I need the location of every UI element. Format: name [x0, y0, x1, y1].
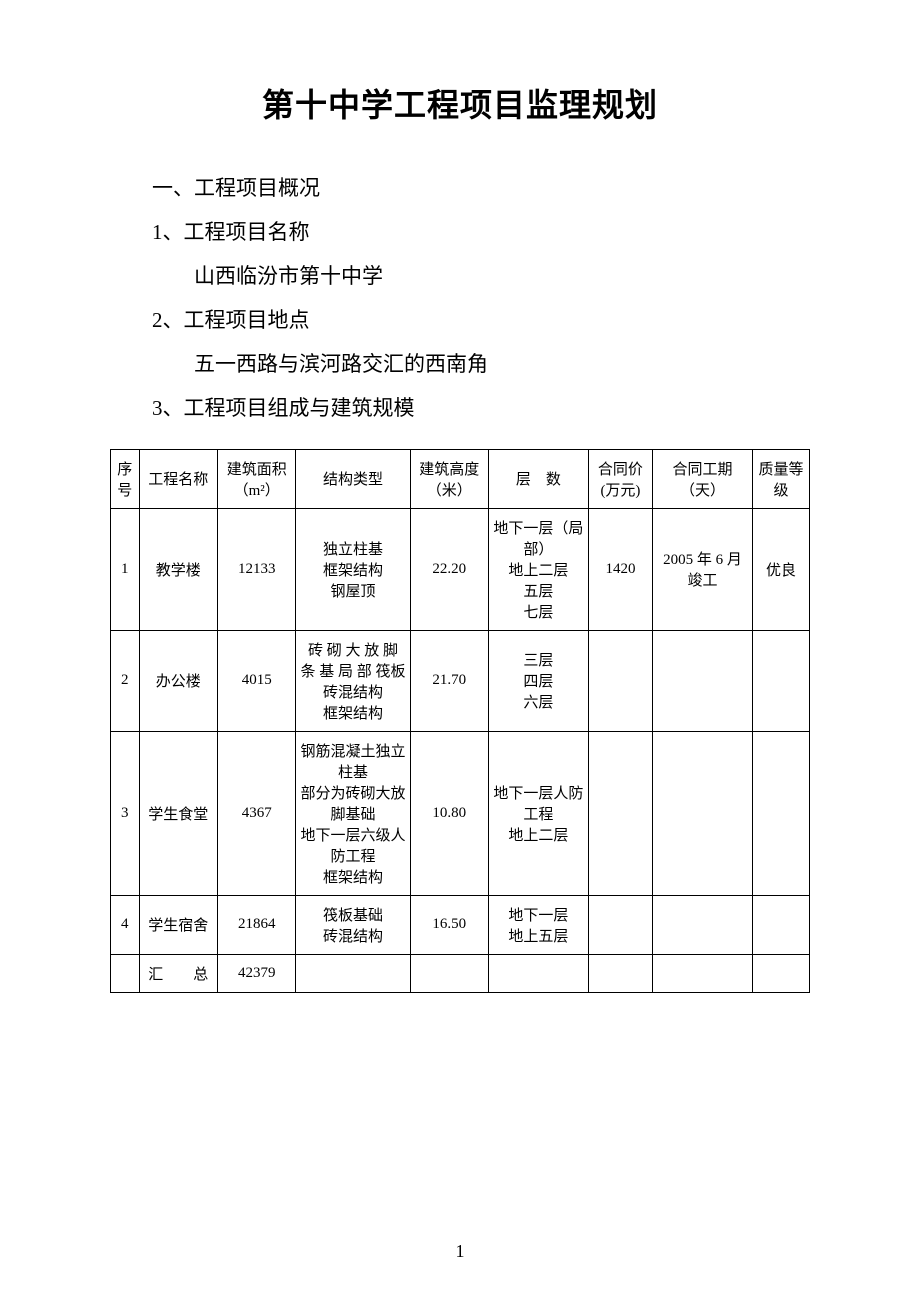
cell-empty [653, 954, 753, 992]
item1-value: 山西临汾市第十中学 [110, 254, 810, 298]
table-row: 1 教学楼 12133 独立柱基框架结构钢屋顶 22.20 地下一层（局部）地上… [111, 508, 810, 630]
cell-duration [653, 895, 753, 954]
cell-seq-total [111, 954, 140, 992]
cell-floors: 地下一层人防工程地上二层 [488, 731, 588, 895]
cell-height: 16.50 [410, 895, 488, 954]
page-number: 1 [0, 1241, 920, 1262]
item2-label: 2、工程项目地点 [110, 298, 810, 342]
cell-seq: 4 [111, 895, 140, 954]
project-table: 序号 工程名称 建筑面积（m²） 结构类型 建筑高度（米） 层 数 合同价(万元… [110, 449, 810, 993]
table-header-row: 序号 工程名称 建筑面积（m²） 结构类型 建筑高度（米） 层 数 合同价(万元… [111, 449, 810, 508]
th-struct: 结构类型 [296, 449, 410, 508]
cell-area: 4367 [217, 731, 295, 895]
th-area: 建筑面积（m²） [217, 449, 295, 508]
item1-label: 1、工程项目名称 [110, 210, 810, 254]
cell-name: 办公楼 [139, 630, 217, 731]
cell-quality [752, 731, 809, 895]
cell-price: 1420 [588, 508, 652, 630]
th-price: 合同价(万元) [588, 449, 652, 508]
document-page: 第十中学工程项目监理规划 一、工程项目概况 1、工程项目名称 山西临汾市第十中学… [0, 0, 920, 1302]
th-seq: 序号 [111, 449, 140, 508]
th-height: 建筑高度（米） [410, 449, 488, 508]
cell-floors: 地下一层地上五层 [488, 895, 588, 954]
cell-area: 12133 [217, 508, 295, 630]
cell-total-label: 汇 总 [139, 954, 217, 992]
cell-floors: 地下一层（局部）地上二层五层七层 [488, 508, 588, 630]
table-body: 1 教学楼 12133 独立柱基框架结构钢屋顶 22.20 地下一层（局部）地上… [111, 508, 810, 992]
cell-total-area: 42379 [217, 954, 295, 992]
cell-price [588, 731, 652, 895]
cell-empty [752, 954, 809, 992]
cell-duration: 2005 年 6 月竣工 [653, 508, 753, 630]
cell-quality: 优良 [752, 508, 809, 630]
cell-quality [752, 895, 809, 954]
table-row: 2 办公楼 4015 砖 砌 大 放 脚 条 基 局 部 筏板砖混结构框架结构 … [111, 630, 810, 731]
cell-empty [296, 954, 410, 992]
cell-seq: 3 [111, 731, 140, 895]
th-duration: 合同工期（天） [653, 449, 753, 508]
cell-duration [653, 731, 753, 895]
th-name: 工程名称 [139, 449, 217, 508]
cell-struct: 砖 砌 大 放 脚 条 基 局 部 筏板砖混结构框架结构 [296, 630, 410, 731]
table-total-row: 汇 总 42379 [111, 954, 810, 992]
cell-empty [488, 954, 588, 992]
table-row: 3 学生食堂 4367 钢筋混凝土独立柱基部分为砖砌大放脚基础地下一层六级人防工… [111, 731, 810, 895]
cell-name: 教学楼 [139, 508, 217, 630]
cell-seq: 1 [111, 508, 140, 630]
cell-quality [752, 630, 809, 731]
cell-struct: 筏板基础砖混结构 [296, 895, 410, 954]
cell-name: 学生宿舍 [139, 895, 217, 954]
cell-struct: 独立柱基框架结构钢屋顶 [296, 508, 410, 630]
cell-height: 10.80 [410, 731, 488, 895]
cell-duration [653, 630, 753, 731]
cell-height: 22.20 [410, 508, 488, 630]
cell-area: 21864 [217, 895, 295, 954]
cell-price [588, 895, 652, 954]
cell-empty [410, 954, 488, 992]
table-row: 4 学生宿舍 21864 筏板基础砖混结构 16.50 地下一层地上五层 [111, 895, 810, 954]
cell-struct: 钢筋混凝土独立柱基部分为砖砌大放脚基础地下一层六级人防工程框架结构 [296, 731, 410, 895]
cell-name: 学生食堂 [139, 731, 217, 895]
cell-seq: 2 [111, 630, 140, 731]
th-floors: 层 数 [488, 449, 588, 508]
cell-price [588, 630, 652, 731]
cell-floors: 三层四层六层 [488, 630, 588, 731]
cell-area: 4015 [217, 630, 295, 731]
page-title: 第十中学工程项目监理规划 [110, 80, 810, 126]
th-quality: 质量等级 [752, 449, 809, 508]
item2-value: 五一西路与滨河路交汇的西南角 [110, 342, 810, 386]
item3-label: 3、工程项目组成与建筑规模 [110, 386, 810, 430]
cell-empty [588, 954, 652, 992]
cell-height: 21.70 [410, 630, 488, 731]
section-heading: 一、工程项目概况 [110, 166, 810, 210]
